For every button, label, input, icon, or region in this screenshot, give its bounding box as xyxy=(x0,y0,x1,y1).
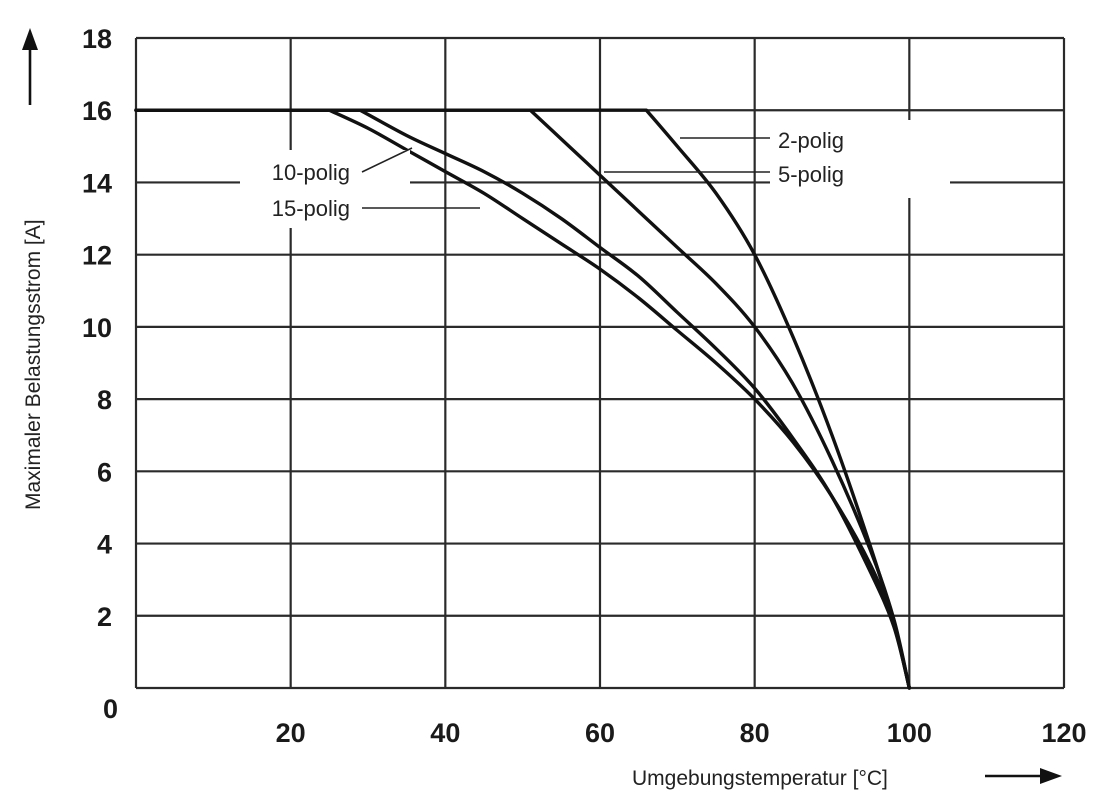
series-label-10-polig: 10-polig xyxy=(272,160,350,185)
x-tick-label: 120 xyxy=(1041,718,1086,748)
series-label-15-polig: 15-polig xyxy=(272,196,350,221)
y-tick-label: 4 xyxy=(97,530,112,560)
series-line-15-polig xyxy=(134,108,912,690)
x-tick-label: 100 xyxy=(887,718,932,748)
y-tick-label: 16 xyxy=(82,96,112,126)
x-axis-label: Umgebungstemperatur [°C] xyxy=(632,767,888,790)
y-tick-label: 10 xyxy=(82,313,112,343)
y-axis-arrow xyxy=(22,28,38,105)
series-labels: 2-polig 5-polig 10-polig 15-polig xyxy=(240,120,950,228)
leader-line-10-polig xyxy=(361,147,413,173)
label-backing-right xyxy=(770,120,950,198)
y-tick-label: 14 xyxy=(82,168,112,198)
y-tick-label: 12 xyxy=(82,241,112,271)
series-curves xyxy=(134,108,912,690)
tick-labels: 20 40 60 80 100 120 0 2 4 6 8 10 12 14 16 18 xyxy=(82,24,1087,748)
y-tick-label: 18 xyxy=(82,24,112,54)
series-label-5-polig: 5-polig xyxy=(778,162,844,187)
x-axis-arrow xyxy=(985,768,1062,784)
y-axis-label: Maximaler Belastungsstrom [A] xyxy=(22,219,45,510)
y-tick-label: 2 xyxy=(97,602,112,632)
series-line-10-polig xyxy=(134,108,912,690)
x-tick-label: 60 xyxy=(585,718,615,748)
x-tick-label: 80 xyxy=(740,718,770,748)
y-tick-label: 0 xyxy=(103,694,118,724)
y-tick-label: 8 xyxy=(97,385,112,415)
series-label-2-polig: 2-polig xyxy=(778,128,844,153)
x-tick-label: 40 xyxy=(430,718,460,748)
y-tick-label: 6 xyxy=(97,457,112,487)
x-tick-label: 20 xyxy=(276,718,306,748)
series-line-5-polig xyxy=(134,108,912,690)
